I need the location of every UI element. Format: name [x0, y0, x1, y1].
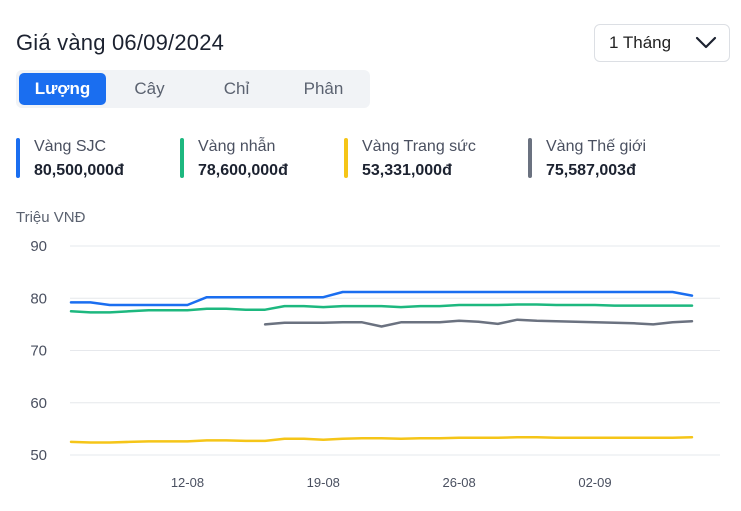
- legend-name: Vàng Thế giới: [546, 138, 647, 155]
- y-axis-unit-label: Triệu VNĐ: [16, 209, 86, 226]
- chevron-down-icon: [695, 36, 717, 49]
- unit-tabs: Lượng Cây Chỉ Phân: [16, 70, 370, 108]
- legend-price: 75,587,003đ: [546, 162, 636, 179]
- legend-name: Vàng nhẫn: [198, 138, 276, 155]
- legend-name: Vàng Trang sức: [362, 138, 476, 155]
- legend-price: 78,600,000đ: [198, 162, 288, 179]
- x-tick-label: 02-09: [578, 475, 611, 490]
- legend-color-bar: [528, 138, 532, 178]
- price-legend: Vàng SJC 80,500,000đ Vàng nhẫn 78,600,00…: [16, 138, 688, 180]
- series-line: [69, 303, 694, 314]
- y-tick-label: 50: [30, 447, 47, 464]
- tab-phan[interactable]: Phân: [303, 79, 344, 98]
- tab-luong[interactable]: Lượng: [19, 73, 106, 105]
- series-line: [69, 290, 694, 307]
- y-tick-label: 70: [30, 343, 47, 360]
- x-tick-label: 12-08: [171, 475, 204, 490]
- legend-color-bar: [344, 138, 348, 178]
- legend-color-bar: [16, 138, 20, 178]
- legend-name: Vàng SJC: [34, 138, 107, 155]
- x-tick-label: 19-08: [307, 475, 340, 490]
- series-line: [263, 318, 694, 328]
- legend-item-trang-suc: Vàng Trang sức 53,331,000đ: [344, 138, 528, 180]
- legend-item-nhan: Vàng nhẫn 78,600,000đ: [180, 138, 344, 180]
- time-range-dropdown[interactable]: 1 Tháng: [594, 24, 730, 62]
- tab-cay[interactable]: Cây: [134, 79, 165, 98]
- y-tick-label: 90: [30, 238, 47, 255]
- legend-color-bar: [180, 138, 184, 178]
- time-range-value: 1 Tháng: [609, 33, 672, 52]
- y-tick-label: 60: [30, 395, 47, 412]
- legend-price: 53,331,000đ: [362, 162, 452, 179]
- legend-price: 80,500,000đ: [34, 162, 124, 179]
- legend-item-the-gioi: Vàng Thế giới 75,587,003đ: [528, 138, 688, 180]
- x-tick-label: 26-08: [443, 475, 476, 490]
- series-line: [69, 435, 694, 444]
- page-title: Giá vàng 06/09/2024: [16, 30, 225, 55]
- legend-item-sjc: Vàng SJC 80,500,000đ: [16, 138, 180, 180]
- tab-chi[interactable]: Chỉ: [223, 79, 250, 98]
- y-tick-label: 80: [30, 290, 47, 307]
